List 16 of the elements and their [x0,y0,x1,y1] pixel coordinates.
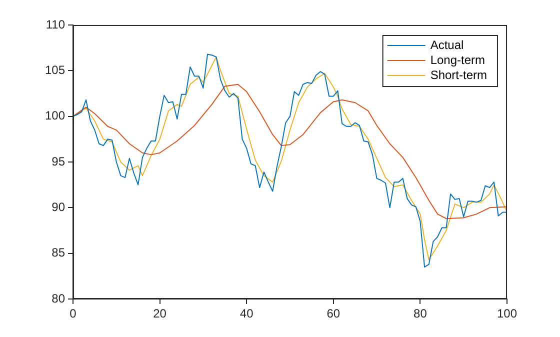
x-tick-label: 40 [240,306,254,321]
x-tick-label: 60 [326,306,340,321]
legend-label: Short-term [430,68,488,82]
y-tick-label: 85 [52,246,66,260]
y-tick-label: 90 [52,200,66,214]
x-tick-label: 100 [496,306,518,321]
x-tick-label: 80 [414,306,428,321]
y-tick-label: 110 [46,17,66,32]
x-tick-label: 20 [153,306,167,321]
y-tick-label: 105 [44,62,66,77]
y-tick-label: 95 [52,154,66,168]
y-tick-label: 80 [52,291,66,306]
y-tick-label: 100 [44,108,66,123]
legend-label: Long-term [430,52,486,67]
x-tick-label: 0 [70,306,77,321]
legend-label: Actual [430,38,464,52]
